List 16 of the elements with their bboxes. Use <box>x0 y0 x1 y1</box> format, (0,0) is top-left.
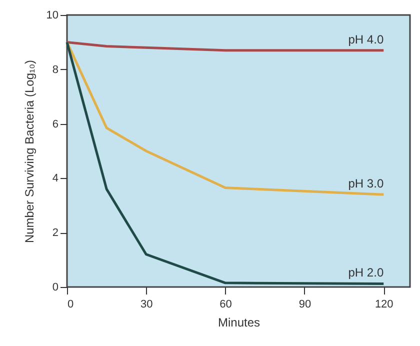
x-tick-label: 0 <box>68 298 74 310</box>
y-tick-label: 8 <box>52 64 58 76</box>
x-axis-title: Minutes <box>218 316 260 330</box>
series-label: pH 3.0 <box>348 176 384 191</box>
y-tick-label: 4 <box>52 172 58 185</box>
x-tick-label: 30 <box>140 298 153 310</box>
series-label: pH 2.0 <box>348 266 384 280</box>
series-label: pH 4.0 <box>348 32 384 46</box>
y-tick-label: 0 <box>52 282 58 294</box>
y-axis-title: Number Surviving Bacteria (Log₁₀) <box>22 60 36 244</box>
x-tick-label: 90 <box>298 298 312 310</box>
y-tick-label: 6 <box>52 118 58 130</box>
y-tick-label: 10 <box>46 10 58 22</box>
y-tick-label: 2 <box>52 227 58 240</box>
x-tick-label: 120 <box>374 298 394 310</box>
x-tick-label: 60 <box>220 298 232 310</box>
